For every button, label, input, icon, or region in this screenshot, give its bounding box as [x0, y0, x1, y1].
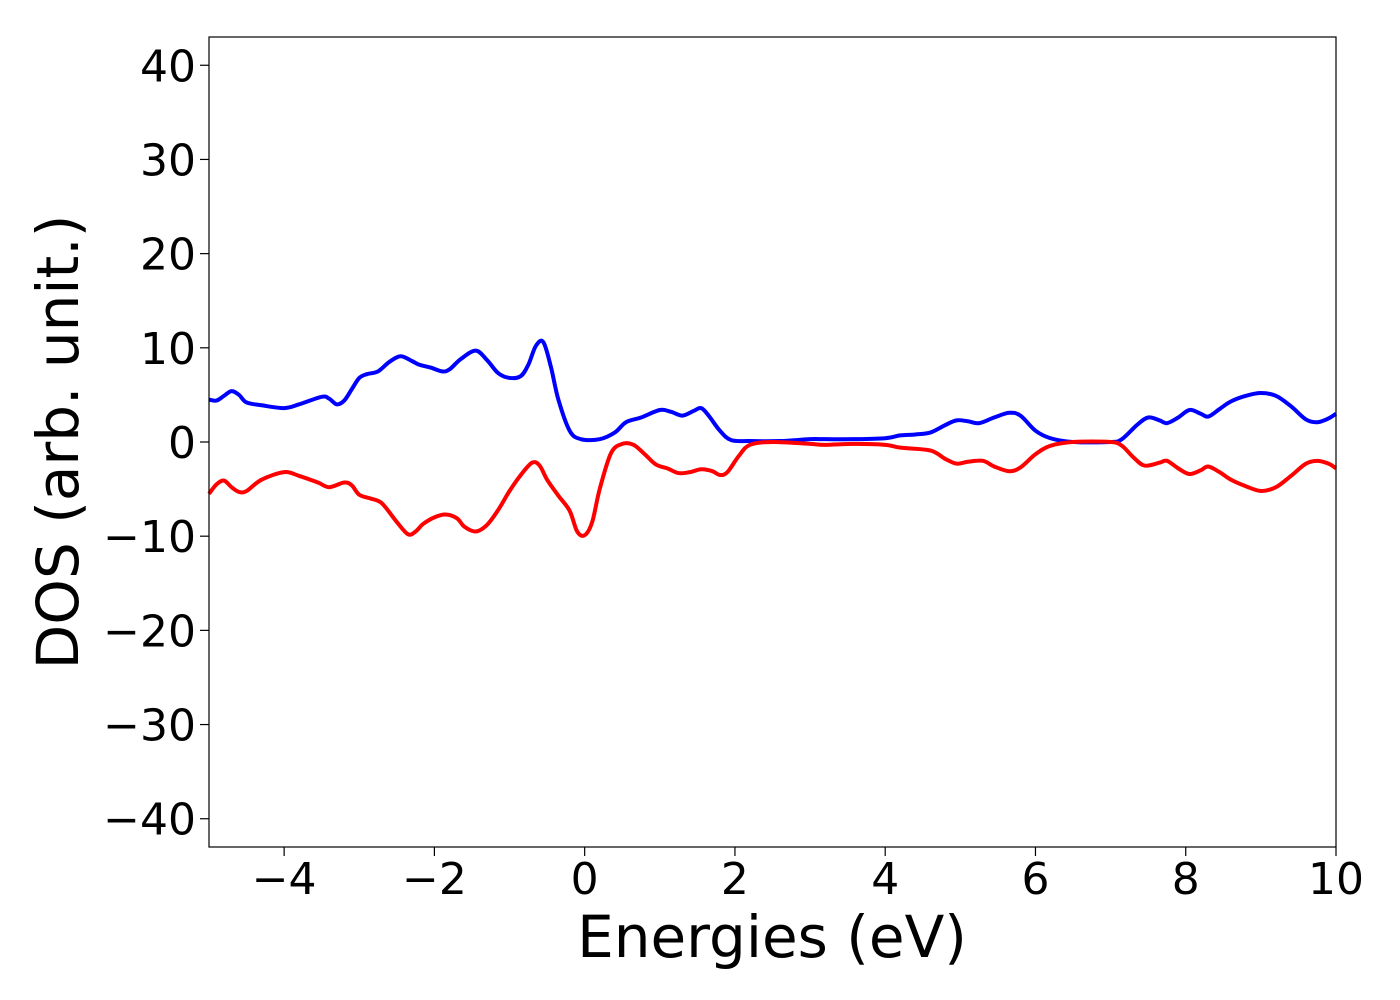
x-tick-label: 6	[1021, 854, 1049, 905]
y-tick-label: −20	[103, 606, 196, 657]
y-tick-label: 40	[140, 41, 196, 92]
y-tick-label: −30	[103, 701, 196, 752]
x-tick-label: 4	[871, 854, 899, 905]
y-tick-label: −40	[103, 795, 196, 846]
plot-frame	[208, 36, 1337, 848]
y-axis-title: DOS (arb. unit.)	[24, 215, 92, 670]
x-tick-label: 8	[1172, 854, 1200, 905]
y-tick-label: 0	[168, 418, 196, 469]
series-layer	[207, 338, 1338, 538]
y-tick-label: −10	[103, 512, 196, 563]
x-tick-label: 0	[571, 854, 599, 905]
y-tick-label: 30	[140, 135, 196, 186]
y-tick-label: 20	[140, 230, 196, 281]
x-tick-label: 2	[721, 854, 749, 905]
x-tick-label: −4	[252, 854, 317, 905]
series-line-0	[208, 338, 1338, 445]
series-line-1	[207, 439, 1338, 538]
x-axis-title: Energies (eV)	[577, 903, 967, 971]
x-tick-label: −2	[402, 854, 467, 905]
x-tick-label: 10	[1308, 854, 1364, 905]
y-tick-label: 10	[140, 324, 196, 375]
